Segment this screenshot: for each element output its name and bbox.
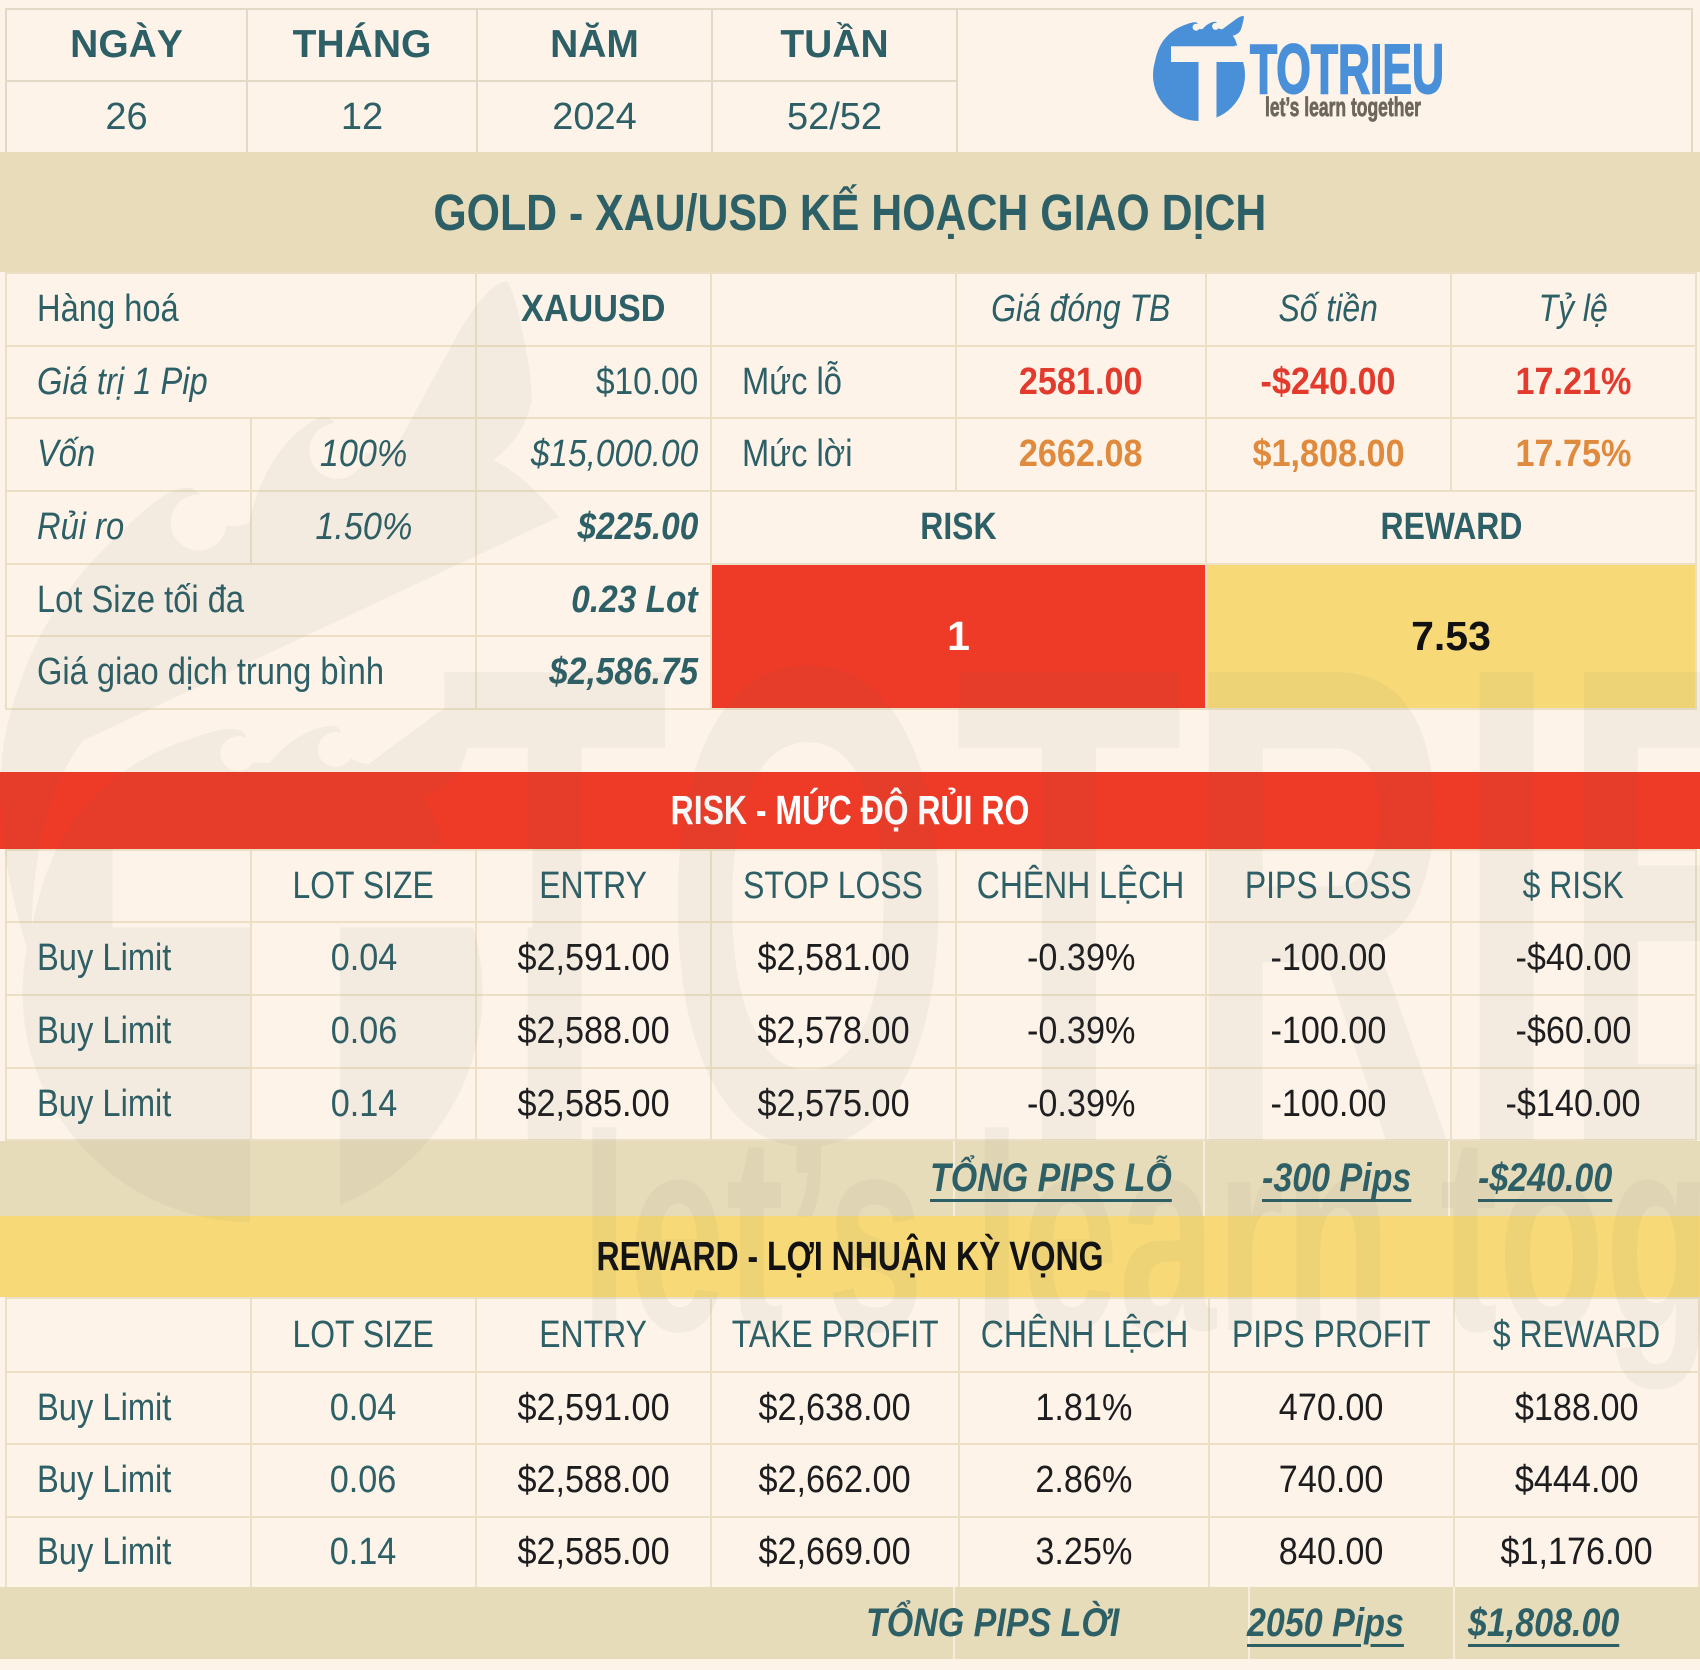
svg-text:let’s learn together: let’s learn together	[1265, 92, 1421, 122]
svg-text:TOTRIEU: TOTRIEU	[1250, 30, 1444, 108]
